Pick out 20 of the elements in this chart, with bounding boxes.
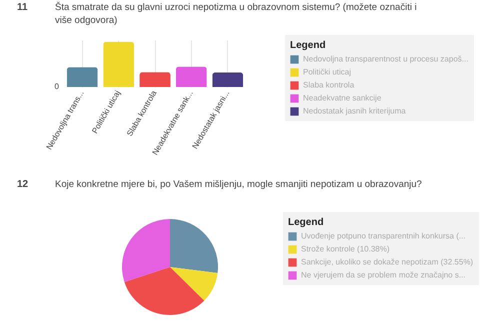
legend-title: Legend [290, 40, 326, 51]
chart-title: Šta smatrate da su glavni uzroci nepotizma u obrazovnom sistemu? (možete označiti i više odgovora) [55, 1, 417, 26]
legend-label: Uvođenje potpuno transparentnih konkursa (... [301, 232, 466, 240]
annotation: 0 [54, 82, 60, 91]
legend-label: Nedovoljna transparentnost u procesu zapoš... [303, 54, 468, 64]
pie-slice [170, 219, 218, 274]
pie-slice [122, 219, 170, 282]
legend-label: Slaba kontrola [303, 80, 355, 90]
text: 12 [17, 179, 29, 190]
pie-slice [124, 267, 204, 315]
legend-label: Politički uticaj [303, 68, 352, 76]
text: 11 [17, 2, 28, 13]
chart-title: Koje konkretne mjere bi, po Vašem mišljenju, mogle smanjiti nepotizam u obrazovanju? [55, 179, 422, 190]
pie-slice [170, 267, 218, 301]
legend-title: Legend [288, 217, 324, 228]
legend-label: Nedostatak jasnih kriterijuma [303, 106, 406, 116]
legend-label: Ne vjerujem da se problem može značajno s... [301, 270, 466, 280]
legend-label: Sankcije, ukoliko se dokaže nepotizam (32.55%) [301, 258, 474, 266]
legend-label: Strože kontrole (10.38%) [301, 244, 390, 254]
legend-label: Neadekvatne sankcije [303, 94, 382, 102]
